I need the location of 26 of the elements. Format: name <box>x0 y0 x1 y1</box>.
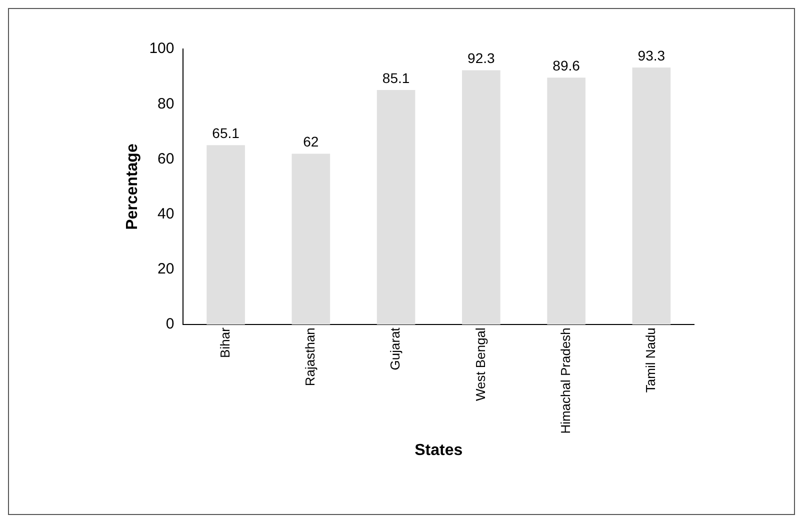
x-tick-label: West Bengal <box>472 327 488 402</box>
bar <box>206 145 245 325</box>
y-tick-label: 60 <box>158 150 174 168</box>
y-tick-label: 80 <box>158 95 174 112</box>
x-tick-label: Tamil Nadu <box>643 328 658 393</box>
bar <box>292 154 330 325</box>
y-tick-label: 20 <box>158 260 174 278</box>
bar <box>376 90 416 325</box>
bar <box>462 70 500 325</box>
bar <box>632 67 671 325</box>
data-label: 62 <box>303 134 319 150</box>
x-tick-label: Himachal Pradesh <box>558 328 573 434</box>
y-tick-label: 40 <box>158 205 174 222</box>
x-tick-label: Gujarat <box>388 327 403 370</box>
y-tick-label: 100 <box>149 40 174 58</box>
y-axis-title: Percentage <box>124 144 142 230</box>
x-tick-label: Rajasthan <box>302 328 318 386</box>
y-tick-label: 0 <box>166 316 174 333</box>
bar <box>547 78 586 325</box>
data-label: 85.1 <box>382 70 410 86</box>
x-tick-label: Bihar <box>217 326 232 358</box>
data-label: 92.3 <box>468 50 496 66</box>
data-label: 65.1 <box>212 125 240 142</box>
data-label: 89.6 <box>552 58 580 74</box>
data-label: 93.3 <box>638 47 666 64</box>
x-axis-title: States <box>414 442 463 459</box>
